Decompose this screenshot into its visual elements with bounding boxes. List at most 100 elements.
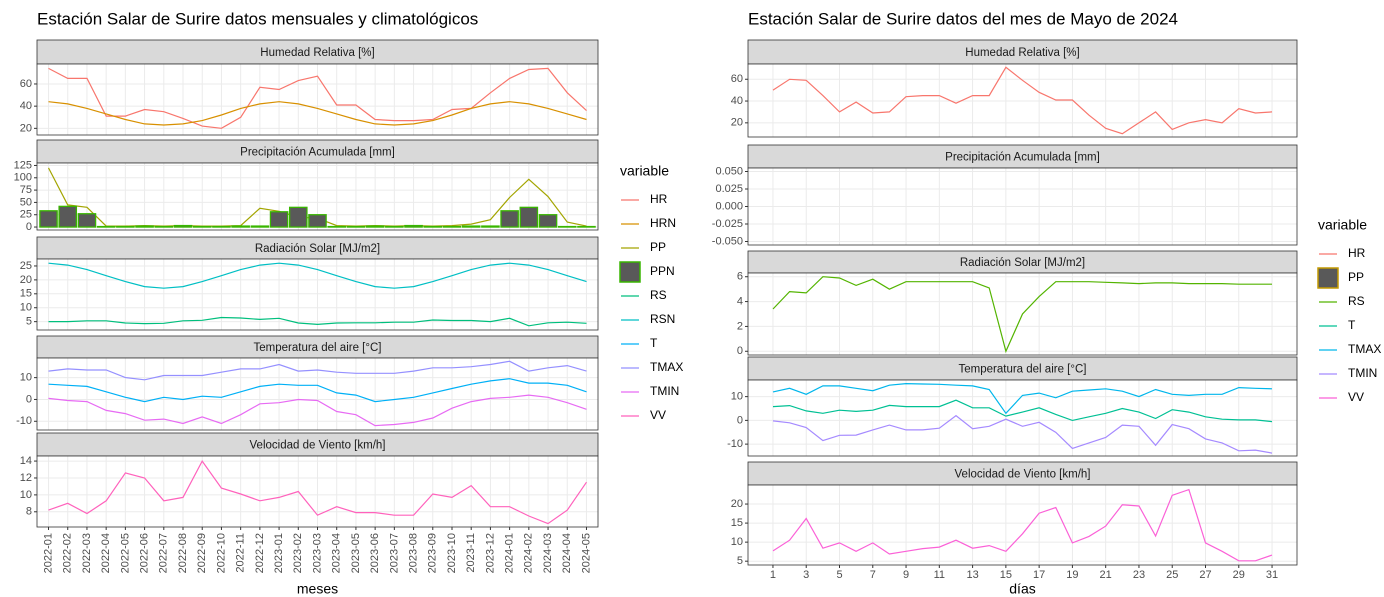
panel-border bbox=[36, 258, 599, 331]
x-tick-label: 2022-10 bbox=[215, 533, 227, 573]
x-tick-label: 23 bbox=[1133, 569, 1145, 581]
x-tick-label: 3 bbox=[803, 569, 809, 581]
panel bbox=[748, 485, 1297, 565]
legend-label: HR bbox=[1348, 246, 1366, 260]
line-series bbox=[772, 488, 1273, 562]
y-tick-label: 75 bbox=[20, 184, 32, 196]
line-series bbox=[48, 360, 587, 381]
bar bbox=[500, 210, 519, 228]
bar bbox=[135, 225, 154, 228]
y-tick-label: 2 bbox=[737, 320, 743, 332]
bar bbox=[538, 214, 558, 228]
x-tick-label: 2023-02 bbox=[292, 533, 304, 573]
legend-label: HRN bbox=[650, 216, 676, 230]
y-tick-label: 0.000 bbox=[715, 200, 743, 212]
y-tick-label: 20 bbox=[20, 122, 32, 134]
y-tick-label: 10 bbox=[731, 536, 743, 548]
x-tick-label: 2024-02 bbox=[523, 533, 535, 573]
x-tick-label: 2022-11 bbox=[235, 533, 247, 573]
bar bbox=[250, 225, 270, 228]
line-series bbox=[772, 276, 1272, 354]
legend-label: VV bbox=[650, 408, 666, 422]
y-tick-label: 40 bbox=[20, 100, 32, 112]
x-tick-label: 25 bbox=[1166, 569, 1178, 581]
bar bbox=[173, 224, 193, 228]
panel-border bbox=[747, 63, 1298, 138]
legend-label: T bbox=[1348, 318, 1356, 332]
line-series bbox=[772, 66, 1273, 135]
bar bbox=[308, 214, 327, 228]
y-tick-label: -0.050 bbox=[712, 235, 743, 247]
x-tick-label: 2023-12 bbox=[484, 533, 496, 573]
facet-title: Humedad Relativa [%] bbox=[260, 47, 374, 59]
x-tick-label: 9 bbox=[903, 569, 909, 581]
legend-label: RSN bbox=[650, 312, 675, 326]
x-tick-label: 2022-02 bbox=[62, 533, 74, 573]
x-tick-label: 5 bbox=[836, 569, 842, 581]
facet-strip bbox=[36, 39, 599, 65]
facet-title: Precipitación Acumulada [mm] bbox=[240, 147, 395, 159]
line-series bbox=[48, 262, 587, 289]
bar bbox=[231, 225, 250, 228]
legend-title: variable bbox=[620, 163, 669, 179]
legend-label: RS bbox=[650, 288, 667, 302]
x-axis-title: días bbox=[1009, 581, 1035, 597]
x-tick-label: 2022-09 bbox=[196, 533, 208, 573]
x-tick-label: 2022-04 bbox=[100, 533, 112, 573]
y-tick-label: 0.050 bbox=[715, 165, 743, 177]
x-tick-label: 2023-03 bbox=[311, 533, 323, 573]
facet-title: Velocidad de Viento [km/h] bbox=[250, 440, 386, 452]
y-tick-label: 0 bbox=[26, 393, 32, 405]
y-tick-label: 10 bbox=[731, 391, 743, 403]
x-tick-label: 2022-05 bbox=[119, 533, 131, 573]
y-tick-label: 0 bbox=[26, 221, 32, 233]
x-tick-label: 11 bbox=[934, 569, 945, 581]
x-tick-label: 2023-05 bbox=[350, 533, 362, 573]
panel-border bbox=[747, 379, 1298, 457]
x-tick-label: 2022-01 bbox=[42, 533, 54, 573]
x-tick-label: 19 bbox=[1066, 569, 1078, 581]
line-series bbox=[772, 414, 1273, 454]
y-tick-label: 60 bbox=[731, 73, 743, 85]
legend-label: PP bbox=[650, 240, 666, 254]
y-tick-label: 20 bbox=[731, 117, 743, 129]
x-tick-label: 2023-01 bbox=[273, 533, 285, 573]
y-tick-label: 125 bbox=[14, 159, 32, 171]
facet-title: Temperatura del aire [°C] bbox=[254, 342, 382, 354]
x-tick-label: 1 bbox=[770, 569, 776, 581]
x-tick-label: 2024-04 bbox=[561, 533, 573, 573]
legend-label: HR bbox=[650, 192, 668, 206]
y-tick-label: 15 bbox=[731, 517, 743, 529]
facet-title: Temperatura del aire [°C] bbox=[959, 364, 1087, 376]
chart-title: Estación Salar de Surire datos del mes d… bbox=[748, 9, 1178, 28]
y-tick-label: 5 bbox=[737, 555, 743, 567]
y-tick-label: 10 bbox=[20, 489, 32, 501]
x-tick-label: 31 bbox=[1266, 569, 1278, 581]
x-tick-label: 2023-09 bbox=[427, 533, 439, 573]
panel bbox=[748, 64, 1297, 137]
facet-title: Radiación Solar [MJ/m2] bbox=[255, 243, 380, 255]
x-tick-label: 15 bbox=[1000, 569, 1012, 581]
x-tick-label: 2023-08 bbox=[407, 533, 419, 573]
y-tick-label: 100 bbox=[14, 172, 32, 184]
x-tick-label: 2023-10 bbox=[446, 533, 458, 573]
chart-title: Estación Salar de Surire datos mensuales… bbox=[37, 9, 478, 28]
line-series bbox=[48, 316, 587, 327]
facet-title: Precipitación Acumulada [mm] bbox=[945, 152, 1100, 164]
panel-border bbox=[36, 162, 599, 231]
y-tick-label: -0.025 bbox=[712, 218, 743, 230]
legend-label: TMAX bbox=[650, 360, 683, 374]
x-axis-title: meses bbox=[297, 581, 338, 597]
y-tick-label: 12 bbox=[20, 472, 32, 484]
x-tick-label: 29 bbox=[1233, 569, 1245, 581]
facet-title: Humedad Relativa [%] bbox=[965, 47, 1079, 59]
y-tick-label: 8 bbox=[26, 506, 32, 518]
line-series bbox=[772, 399, 1273, 423]
line-series bbox=[48, 67, 587, 129]
y-tick-label: 14 bbox=[20, 455, 32, 467]
bar bbox=[404, 224, 423, 228]
legend-label: T bbox=[650, 336, 658, 350]
legend-key bbox=[619, 261, 641, 283]
y-tick-label: -10 bbox=[16, 415, 32, 427]
